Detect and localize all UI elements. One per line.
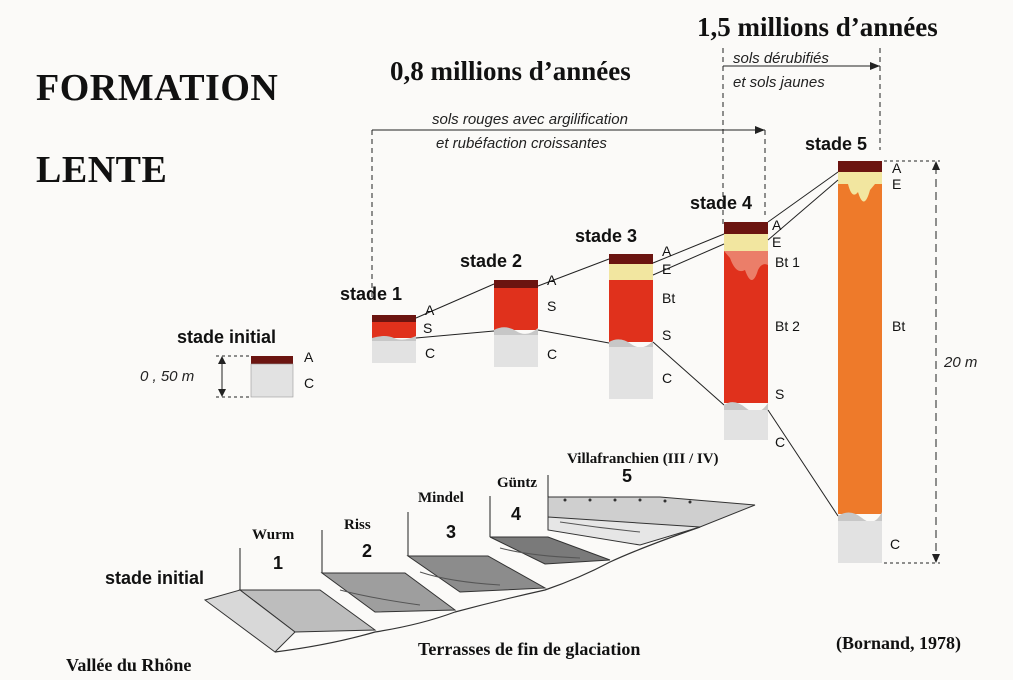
horizon-s4-s: S [775,386,785,402]
span-label-1a: sols rouges avec argilification [432,111,628,128]
stage-label-4: stade 4 [690,193,753,213]
horizon-s1-a: A [425,302,435,318]
column-stade-1 [372,315,416,363]
scale-large-label: 20 m [944,354,978,371]
terrace-1-name: Wurm [252,527,295,543]
horizon-s3-e: E [662,261,672,277]
terrace-3-number: 3 [446,522,457,542]
horizon-s3-a: A [662,243,672,259]
terrace-5-name: Villafranchien (III / IV) [567,451,719,467]
column-stade-4 [724,222,768,440]
stage-label-1: stade 1 [340,284,403,304]
scale-small-label: 0 , 50 m [140,368,195,385]
terrace-2-number: 2 [362,541,373,561]
span-label-1b: et rubéfaction croissantes [436,135,607,152]
scale-large [884,160,940,564]
horizon-s2-c: C [547,346,558,362]
terrace-4-name: Güntz [497,475,538,491]
citation: (Bornand, 1978) [836,633,962,653]
duration-label-1: 0,8 millions d’années [390,56,631,86]
horizon-s4-bt2: Bt 2 [775,318,800,334]
horizon-initial-a: A [304,349,314,365]
stage-label-3: stade 3 [575,226,638,246]
column-initial [250,356,294,398]
horizon-s1-c: C [425,345,436,361]
column-stade-2 [494,280,538,367]
terrace-staircase [203,496,756,653]
stage-label-5: stade 5 [805,134,868,154]
scale-small [216,355,250,398]
duration-label-2: 1,5 millions d’années [697,12,938,42]
horizon-s4-c: C [775,434,786,450]
span-label-2b: et sols jaunes [733,74,825,91]
caption-terraces: Terrasses de fin de glaciation [418,639,641,659]
horizon-s5-e: E [892,176,902,192]
stage-label-2: stade 2 [460,251,523,271]
horizon-s2-a: A [547,272,557,288]
caption-valley: Vallée du Rhône [66,655,192,675]
stade-initial-bottom-label: stade initial [105,568,205,588]
span-bracket-2 [722,48,881,225]
horizon-s5-bt: Bt [892,318,906,334]
horizon-s3-c: C [662,370,673,386]
span-label-2a: sols dérubifiés [733,50,829,67]
horizon-s3-s: S [662,327,672,343]
horizon-s4-bt1: Bt 1 [775,254,800,270]
correlation-lines [415,171,839,517]
horizon-s5-a: A [892,160,902,176]
horizon-initial-c: C [304,375,315,391]
title-line-1: FORMATION [36,67,279,109]
horizon-s2-s: S [547,298,557,314]
horizon-s5-c: C [890,536,901,552]
title-line-2: LENTE [36,149,168,191]
column-stade-5 [838,161,882,563]
terrace-separators [239,475,549,590]
terrace-3-name: Mindel [418,490,464,506]
span-bracket-1 [371,130,766,300]
stage-label-initial: stade initial [177,327,277,347]
horizon-s1-s: S [423,320,433,336]
horizon-s4-e: E [772,234,782,250]
column-stade-3 [609,254,653,399]
terrace-1-number: 1 [273,553,284,573]
horizon-s4-a: A [772,217,782,233]
terrace-5-number: 5 [622,466,633,486]
terrace-4-number: 4 [511,504,522,524]
horizon-s3-bt: Bt [662,290,676,306]
terrace-2-name: Riss [344,517,371,533]
